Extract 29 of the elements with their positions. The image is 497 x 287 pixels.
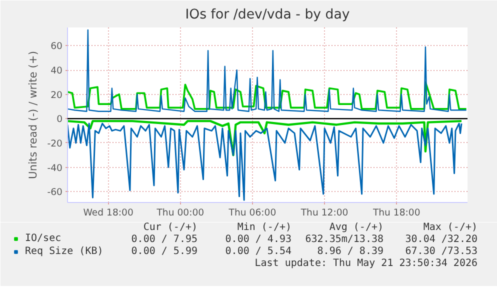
x-tick-label: Thu 12:00 xyxy=(300,208,348,218)
text: Avg (-/+) xyxy=(329,222,384,233)
x-tick-label: Wed 18:00 xyxy=(83,208,134,218)
text: Last update: Thu May 21 23:50:34 2026 xyxy=(254,258,478,269)
legend-label: IO/sec xyxy=(25,233,62,244)
text: 632.35m/13.38 xyxy=(305,234,384,245)
legend-label: Req Size (KB) xyxy=(25,246,104,257)
y-tick-label: 20 xyxy=(50,90,63,101)
y-tick-label: 60 xyxy=(50,41,63,52)
y-tick-label: 40 xyxy=(50,66,63,77)
x-tick-label: Thu 00:00 xyxy=(156,208,204,218)
x-tick-label: Thu 06:00 xyxy=(228,208,276,218)
text: 67.30 /73.53 xyxy=(405,246,478,257)
chart-title: IOs for /dev/vda - by day xyxy=(185,8,350,22)
text: 8.96 / 8.39 xyxy=(317,246,384,257)
y-tick-label: -20 xyxy=(47,138,63,150)
y-axis-title: Units read (-) / write (+) xyxy=(26,51,40,179)
text: 0.00 / 5.54 xyxy=(225,246,292,257)
x-tick-label: Thu 18:00 xyxy=(372,208,420,218)
text: 0.00 / 4.93 xyxy=(225,234,292,245)
text: Max (-/+) xyxy=(423,222,478,233)
text: 0.00 / 5.99 xyxy=(131,246,198,257)
text: 30.04 /32.20 xyxy=(405,234,478,245)
text: Cur (-/+) xyxy=(143,222,198,233)
text: Min (-/+) xyxy=(237,222,292,233)
y-tick-label: -60 xyxy=(47,187,63,198)
y-tick-label: -40 xyxy=(47,162,63,174)
y-tick-label: 0 xyxy=(56,114,63,126)
text: 0.00 / 7.95 xyxy=(131,234,198,245)
